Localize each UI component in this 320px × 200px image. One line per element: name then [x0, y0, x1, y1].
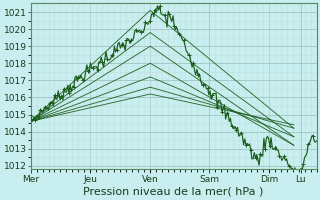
X-axis label: Pression niveau de la mer( hPa ): Pression niveau de la mer( hPa ) [84, 187, 264, 197]
